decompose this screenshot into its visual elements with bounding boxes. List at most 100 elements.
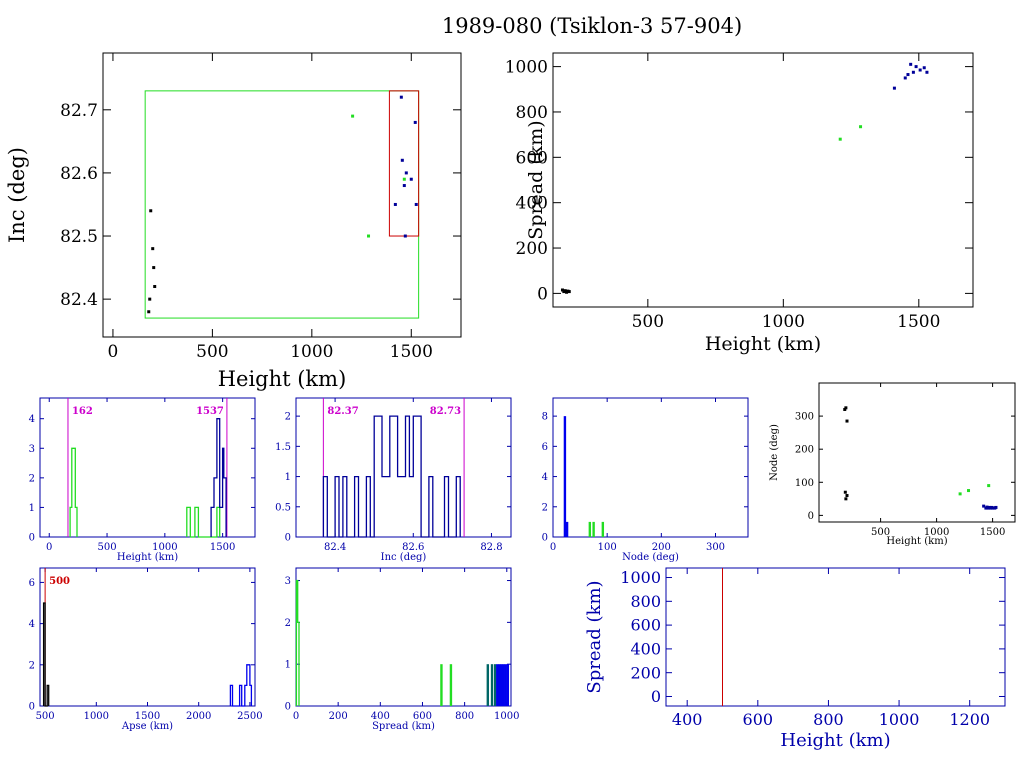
data-point: [982, 504, 986, 508]
y-tick-label: 0: [285, 533, 291, 544]
y-tick-label: 0: [29, 702, 35, 713]
y-tick-label: 82.7: [60, 101, 98, 121]
y-axis-title: Inc (deg): [5, 147, 29, 243]
data-point: [152, 266, 156, 270]
y-tick-label: 1000: [505, 58, 548, 78]
x-axis-title: Node (deg): [622, 552, 679, 563]
histogram-step: [42, 602, 50, 707]
x-tick-label: 0: [293, 711, 299, 722]
chart-node-height: 500 1000 1500 0 100 200 300 Height (km) Node (de…: [769, 382, 1016, 547]
data-point: [151, 247, 155, 251]
histogram-bar: [449, 664, 453, 706]
x-tick-label: 1000: [152, 542, 177, 553]
x-tick-label: 200: [652, 542, 671, 553]
data-point: [399, 95, 403, 99]
x-tick-label: 800: [455, 711, 474, 722]
data-point: [845, 494, 849, 498]
data-point: [859, 125, 863, 129]
data-point: [844, 406, 848, 410]
data-point: [409, 177, 413, 181]
data-point: [922, 66, 926, 70]
marker-label: 82.73: [430, 406, 461, 417]
y-tick-label: 1: [29, 503, 35, 514]
histogram-bar: [490, 664, 494, 706]
chart-inc-height: 0 500 1000 1500 82.4 82.5 82.6 82.7 Height (km) I…: [5, 52, 462, 391]
y-tick-label: 0: [542, 533, 548, 544]
chart-hist-inc: 82.4 82.6 82.8 0 0.5 1 1.5 2 Inc (deg) 82.37 82.73: [275, 397, 512, 563]
x-tick-label: 82.6: [402, 542, 424, 553]
data-point: [563, 289, 567, 293]
x-tick-label: 1000: [879, 710, 920, 729]
x-tick-label: 1000: [762, 312, 805, 332]
data-point: [567, 290, 571, 294]
data-point: [414, 202, 418, 206]
y-tick-label: 600: [516, 148, 548, 168]
selection-box: [388, 90, 420, 237]
histogram-bar: [563, 416, 567, 537]
x-axis-title: Inc (deg): [381, 552, 427, 563]
x-tick-label: 0: [550, 542, 556, 553]
x-tick-label: 200: [329, 711, 348, 722]
marker-label: 82.37: [327, 406, 358, 417]
x-tick-label: 600: [413, 711, 432, 722]
histogram-step: [186, 506, 221, 538]
y-tick-label: 200: [630, 663, 661, 682]
y-tick-label: 1: [285, 472, 291, 483]
x-axis-title: Height (km): [780, 730, 890, 751]
data-point: [393, 202, 397, 206]
y-tick-label: 400: [516, 194, 548, 214]
page-title: 1989-080 (Tsiklon-3 57-904): [441, 14, 743, 38]
y-tick-label: 82.4: [60, 290, 98, 310]
chart-hist-node: 0 100 200 300 0 2 4 6 8 Node (deg): [542, 397, 749, 563]
y-tick-label: 4: [29, 619, 35, 630]
x-tick-label: 1000: [924, 527, 949, 538]
marker-label: 1537: [196, 406, 224, 417]
plot-frame: [665, 567, 1006, 707]
y-tick-label: 0.5: [275, 502, 291, 513]
x-tick-label: 82.4: [324, 542, 346, 553]
y-axis-title: Node (deg): [769, 424, 780, 481]
x-tick-label: 1200: [949, 710, 990, 729]
chart-hist-spread: 0 200 400 600 800 1000 0 1 2 3 Spread (km): [285, 567, 520, 732]
y-tick-label: 600: [630, 616, 661, 635]
data-point: [925, 70, 929, 74]
x-axis-title: Spread (km): [372, 721, 435, 732]
y-tick-label: 3: [285, 576, 291, 587]
x-tick-label: 1500: [390, 342, 433, 362]
x-tick-label: 0: [108, 342, 119, 362]
y-tick-label: 1000: [620, 568, 661, 587]
y-tick-label: 0: [29, 533, 35, 544]
x-tick-label: 1000: [84, 711, 109, 722]
chart-hist-height: 0 500 1000 1500 0 1 2 3 4 Height (km) 162 1537: [29, 397, 256, 563]
data-point: [911, 70, 915, 74]
histogram-bar: [565, 521, 569, 537]
data-point: [906, 73, 910, 77]
histogram-bar: [493, 664, 497, 706]
x-tick-label: 300: [706, 542, 725, 553]
chart-spread-height-2: 400 600 800 1000 120002004006008001000Height…: [584, 567, 1006, 751]
y-tick-label: 800: [630, 592, 661, 611]
histogram-bar: [592, 521, 595, 537]
data-point: [967, 489, 971, 493]
data-point: [844, 497, 848, 501]
y-tick-label: 200: [516, 239, 548, 259]
data-point: [838, 137, 842, 141]
histogram-bar: [588, 521, 592, 537]
data-point: [845, 419, 849, 423]
x-axis-title: Apse (km): [121, 721, 173, 732]
x-tick-label: 800: [813, 710, 844, 729]
y-tick-label: 8: [542, 412, 548, 423]
data-point: [402, 184, 406, 188]
histogram-bar: [502, 664, 505, 706]
x-tick-label: 1500: [897, 312, 940, 332]
plot-frame: [102, 52, 462, 338]
histogram-bar: [496, 664, 499, 706]
chart-hist-apse: 500 1000 1500 2000 2500 0 2 4 6 Apse (km) 500: [29, 567, 263, 732]
plot-frame: [818, 382, 1016, 523]
x-tick-label: 400: [371, 711, 390, 722]
y-tick-label: 2: [29, 473, 35, 484]
x-tick-label: 500: [97, 542, 116, 553]
y-tick-label: 1: [285, 660, 291, 671]
data-point: [404, 171, 408, 175]
